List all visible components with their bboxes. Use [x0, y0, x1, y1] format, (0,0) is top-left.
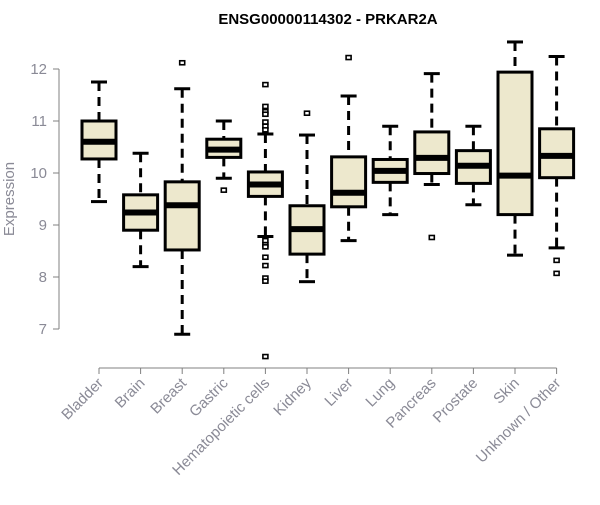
x-tick-label: Bladder: [58, 375, 107, 424]
outlier-point: [262, 111, 269, 118]
y-tick-label: 9: [39, 217, 47, 234]
outlier-point: [262, 353, 269, 360]
outlier-point: [553, 257, 560, 264]
outlier-point: [428, 234, 436, 241]
outlier-point: [553, 270, 560, 277]
y-tick-label: 7: [39, 321, 47, 338]
chart-title: ENSG00000114302 - PRKAR2A: [218, 11, 437, 28]
outlier-point: [262, 254, 269, 261]
y-tick-label: 12: [30, 61, 47, 78]
outlier-point: [262, 127, 269, 133]
outlier-point: [262, 103, 269, 110]
outlier-point: [262, 278, 269, 284]
x-tick-label: Prostate: [430, 375, 482, 427]
outlier-point: [220, 187, 228, 193]
y-axis-label: Expression: [1, 162, 18, 236]
x-tick-label: Liver: [321, 375, 356, 410]
box: [163, 180, 201, 252]
x-tick-label: Breast: [147, 374, 190, 417]
outlier-point: [262, 81, 269, 88]
x-tick-label: Kidney: [270, 374, 315, 419]
outlier-point: [345, 54, 352, 61]
box: [330, 155, 368, 209]
outlier-point: [303, 110, 311, 116]
x-tick-label: Lung: [362, 375, 398, 411]
box: [413, 130, 451, 176]
outlier-point: [178, 59, 186, 66]
y-tick-label: 10: [30, 165, 47, 182]
x-tick-label: Brain: [112, 375, 149, 412]
y-tick-label: 8: [39, 269, 47, 286]
y-tick-label: 11: [31, 113, 47, 130]
outlier-point: [262, 244, 269, 250]
outlier-point: [262, 262, 269, 269]
box: [496, 70, 534, 217]
x-tick-label: Skin: [490, 375, 523, 408]
